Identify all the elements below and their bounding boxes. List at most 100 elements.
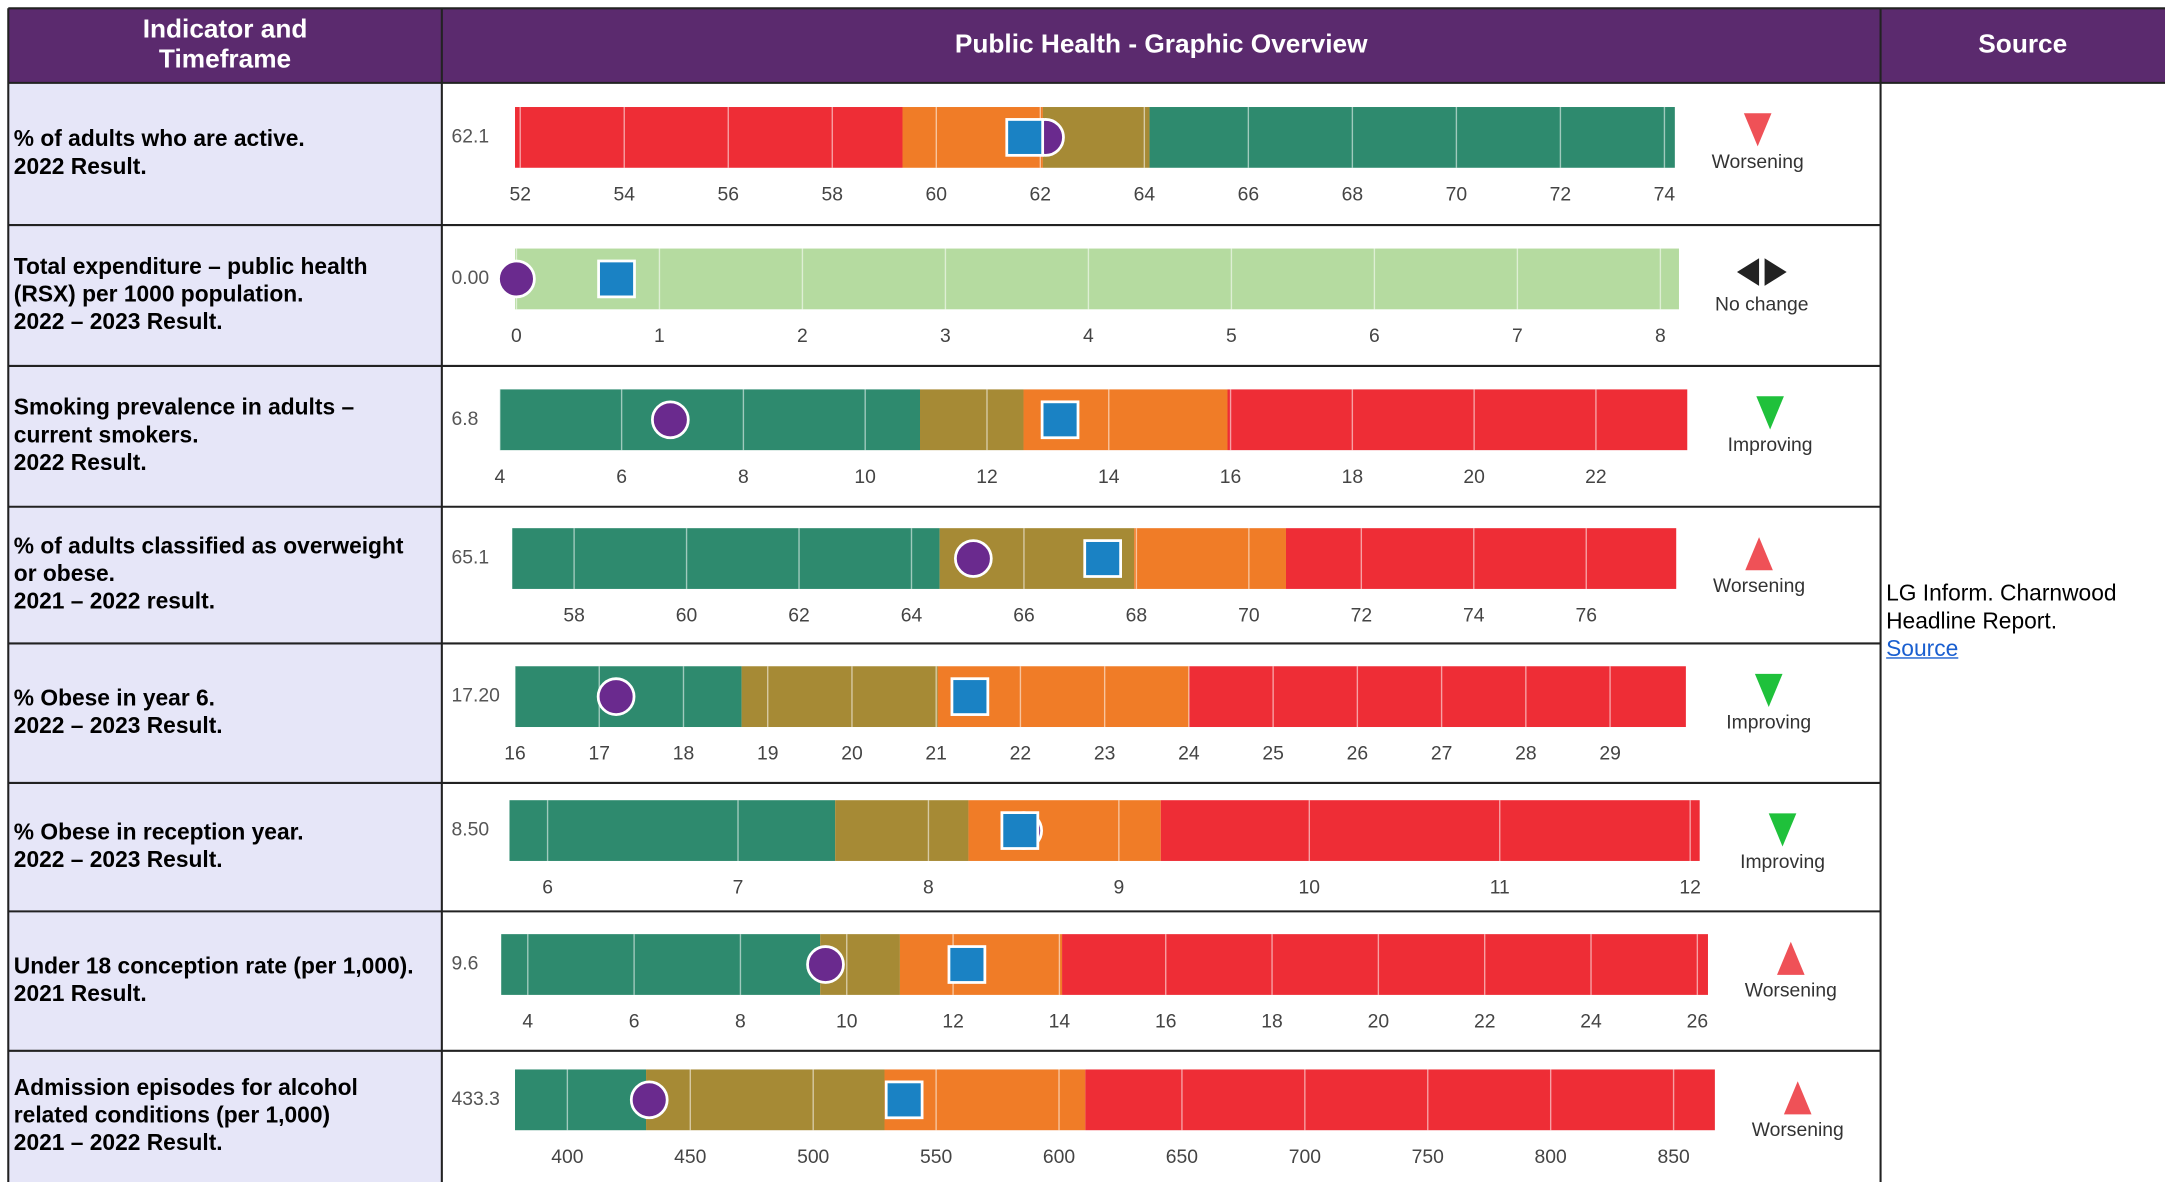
- tick-label: 16: [1155, 1012, 1176, 1033]
- indicator-cell: [8, 506, 442, 644]
- indicator-name: % of adults who are active.: [14, 125, 305, 151]
- band: [919, 389, 1024, 451]
- tick-label: 6: [1369, 326, 1380, 347]
- tick-label: 62: [1030, 184, 1051, 205]
- indicator-name: Admission episodes for alcohol: [14, 1074, 358, 1100]
- header-cell: Public Health - Graphic Overview: [954, 30, 1368, 60]
- tick-label: 29: [1599, 744, 1620, 765]
- timeframe: 2022 – 2023 Result.: [14, 308, 223, 334]
- tick-label: 7: [1512, 326, 1523, 347]
- tick-label: 8: [735, 1012, 746, 1033]
- source-cell: LG Inform. Charnwood Headline Report. So…: [1886, 580, 2162, 663]
- indicator-cell: [8, 82, 442, 226]
- tick-label: 400: [551, 1147, 583, 1168]
- band: [515, 1069, 647, 1131]
- grid: [7, 7, 2165, 1182]
- band: [1085, 1069, 1715, 1131]
- trend-icon: [1754, 673, 1783, 707]
- tick-label: 58: [822, 184, 843, 205]
- tick-label: 56: [718, 184, 739, 205]
- tick-label: 26: [1347, 744, 1368, 765]
- comparator-marker: [1000, 811, 1040, 850]
- tick-label: 8: [1655, 326, 1666, 347]
- tick-label: 2: [797, 326, 808, 347]
- indicator-name: or obese.: [14, 560, 115, 586]
- tick-label: 700: [1289, 1147, 1321, 1168]
- trend-label: Improving: [1728, 435, 1813, 456]
- indicator-cell: [8, 643, 442, 783]
- indicator-name: % of adults classified as overweight: [14, 533, 404, 559]
- trend-icon: [1783, 1081, 1812, 1115]
- tick-label: 58: [563, 606, 584, 627]
- trend-icon: [1768, 813, 1797, 847]
- trend-icon: [1756, 396, 1784, 430]
- tick-label: 600: [1043, 1147, 1075, 1168]
- tick-label: 20: [1463, 467, 1484, 488]
- tick-label: 550: [920, 1147, 952, 1168]
- value-label: 0.00: [452, 268, 490, 289]
- band: [741, 666, 938, 728]
- tick-label: 52: [509, 184, 530, 205]
- tick-label: 68: [1126, 606, 1147, 627]
- tick-label: 25: [1262, 744, 1283, 765]
- tick-label: 6: [629, 1012, 640, 1033]
- indicator-cell: [8, 225, 442, 366]
- tick-label: 16: [1220, 467, 1241, 488]
- timeframe: 2021 – 2022 Result.: [14, 1129, 223, 1155]
- trend-label: Worsening: [1752, 1120, 1844, 1141]
- value-label: 62.1: [452, 127, 490, 148]
- trend-label: No change: [1715, 294, 1808, 315]
- indicator-name: current smokers.: [14, 421, 199, 447]
- tick-label: 20: [841, 744, 862, 765]
- tick-label: 10: [854, 467, 875, 488]
- indicator-cell: [8, 365, 442, 507]
- tick-label: 11: [1490, 878, 1510, 899]
- trend-icon: [1743, 113, 1772, 147]
- indicator-name: related conditions (per 1,000): [14, 1101, 330, 1127]
- tick-label: 6: [542, 878, 553, 899]
- tick-label: 8: [738, 467, 749, 488]
- source-block: LG Inform. Charnwood Headline Report. So…: [1886, 580, 2162, 663]
- band: [512, 528, 940, 589]
- value-label: 8.50: [452, 820, 490, 841]
- tick-label: 74: [1463, 606, 1485, 627]
- tick-label: 9: [1113, 878, 1124, 899]
- tick-label: 22: [1474, 1012, 1495, 1033]
- band: [515, 248, 1679, 310]
- comparator-marker: [947, 945, 987, 984]
- indicator-name: Under 18 conception rate (per 1,000).: [14, 952, 414, 978]
- value-marker: [596, 677, 636, 716]
- tick-label: 10: [1299, 878, 1320, 899]
- tick-label: 60: [676, 606, 697, 627]
- tick-label: 18: [1261, 1012, 1282, 1033]
- band: [515, 107, 903, 168]
- tick-label: 450: [674, 1147, 706, 1168]
- timeframe: 2022 Result.: [14, 449, 147, 475]
- source-link[interactable]: Source: [1886, 636, 1959, 662]
- band: [1227, 389, 1688, 451]
- tick-label: 4: [494, 467, 505, 488]
- tick-label: 72: [1351, 606, 1372, 627]
- comparator-marker: [1083, 539, 1123, 578]
- indicator-cell: [8, 1050, 442, 1182]
- tick-label: 4: [1083, 326, 1094, 347]
- tick-label: 12: [1679, 878, 1700, 899]
- tick-label: 28: [1515, 744, 1536, 765]
- value-marker: [629, 1080, 669, 1120]
- value-marker: [954, 539, 993, 578]
- tick-label: 64: [901, 606, 923, 627]
- timeframe: 2021 Result.: [14, 980, 147, 1006]
- indicator-name: Total expenditure – public health: [14, 253, 368, 279]
- indicator-cell: [8, 911, 442, 1051]
- header-cell: Source: [1978, 30, 2068, 60]
- header-overview: Public Health - Graphic Overview: [954, 30, 1368, 60]
- indicator-cell: [8, 782, 442, 912]
- header-source: Source: [1978, 30, 2068, 60]
- band: [509, 800, 836, 861]
- header-cell: Indicator and Timeframe: [143, 15, 308, 74]
- tick-label: 800: [1535, 1147, 1567, 1168]
- comparator-marker: [1040, 400, 1080, 440]
- tick-label: 27: [1431, 744, 1452, 765]
- tick-label: 8: [923, 878, 934, 899]
